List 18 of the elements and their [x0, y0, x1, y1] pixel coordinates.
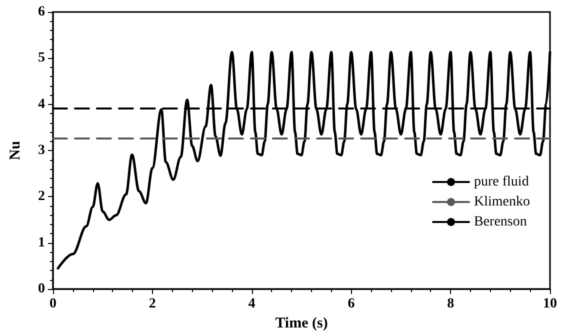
y-axis-title: Nu	[8, 140, 24, 160]
x-tick-label: 8	[447, 296, 454, 312]
x-tick-label: 4	[248, 296, 256, 312]
legend-label: Klimenko	[474, 194, 530, 210]
x-axis-title: Time (s)	[275, 316, 328, 332]
legend-label: Berenson	[474, 214, 527, 230]
y-tick-label: 2	[38, 189, 45, 204]
y-tick-label: 4	[38, 96, 45, 112]
y-tick-label: 5	[38, 50, 45, 66]
x-tick-label: 6	[348, 296, 355, 312]
y-tick-label: 1	[38, 235, 45, 250]
y-tick-label: 6	[38, 4, 45, 20]
y-tick-label: 0	[38, 282, 45, 297]
y-tick-label: 3	[38, 143, 45, 158]
x-tick-label: 10	[543, 296, 557, 312]
x-tick-label: 0	[50, 296, 56, 312]
legend-label: pure fluid	[474, 174, 529, 190]
x-tick-label: 2	[148, 296, 156, 312]
